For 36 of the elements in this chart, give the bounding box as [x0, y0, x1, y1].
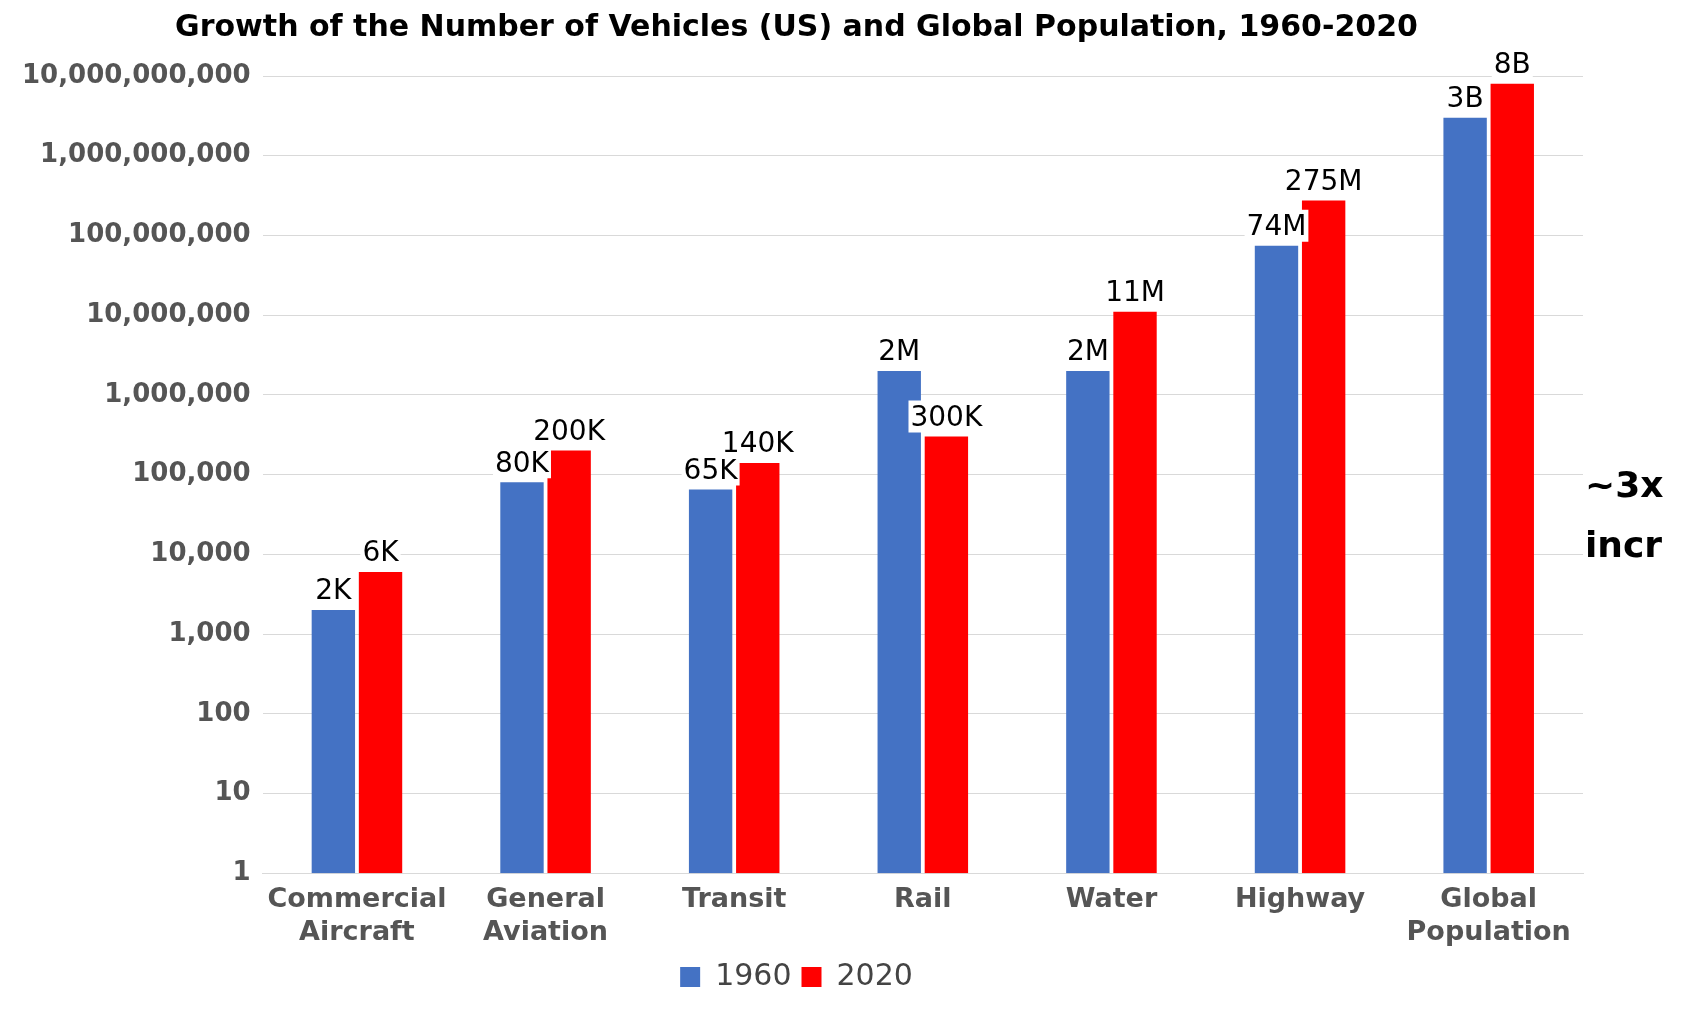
data-label: 2M	[1066, 334, 1109, 368]
x-tick-label: Global Population	[1406, 882, 1571, 946]
text: ~3x incr	[1585, 463, 1665, 567]
y-tick-label: 10,000,000	[86, 297, 251, 328]
y-tick-label: 10,000	[150, 537, 251, 568]
data-label: 8B	[1493, 47, 1531, 81]
data-label: 74M	[1246, 209, 1307, 243]
x-tick-label: Transit	[681, 882, 787, 914]
legend-label: 2020	[836, 956, 913, 992]
y-tick-label: 1,000,000	[104, 377, 251, 408]
data-label: 65K	[683, 452, 739, 486]
data-label: 2M	[878, 334, 921, 368]
y-tick-label: 1,000,000,000	[40, 138, 251, 169]
data-label: 300K	[910, 399, 983, 433]
data-label: 80K	[494, 445, 550, 479]
y-tick-label: 100,000,000	[68, 218, 251, 249]
x-tick-label: Rail	[894, 882, 952, 914]
data-label: 200K	[533, 413, 606, 447]
data-label: 3B	[1446, 80, 1484, 114]
y-tick-label: 100,000	[132, 457, 251, 488]
data-label: 275M	[1284, 163, 1363, 197]
x-tick-label: Commercial Aircraft	[267, 882, 447, 946]
x-tick-label: General Aviation	[483, 882, 609, 946]
y-tick-label: 100	[196, 696, 251, 727]
y-tick-label: 10	[214, 776, 251, 807]
x-tick-label: Highway	[1234, 882, 1366, 914]
y-tick-label: 1	[232, 855, 251, 886]
data-label: 11M	[1105, 275, 1165, 309]
legend-label: 1960	[715, 956, 792, 992]
data-label: 140K	[721, 426, 795, 460]
y-tick-label: 1,000	[168, 616, 251, 647]
x-tick-label: Water	[1065, 882, 1158, 914]
data-label: 2K	[315, 573, 353, 607]
chart-title: Growth of the Number of Vehicles (US) and Global Population, 1960-2020	[175, 7, 1418, 43]
data-label: 6K	[362, 535, 400, 569]
y-tick-label: 10,000,000,000	[21, 58, 251, 89]
